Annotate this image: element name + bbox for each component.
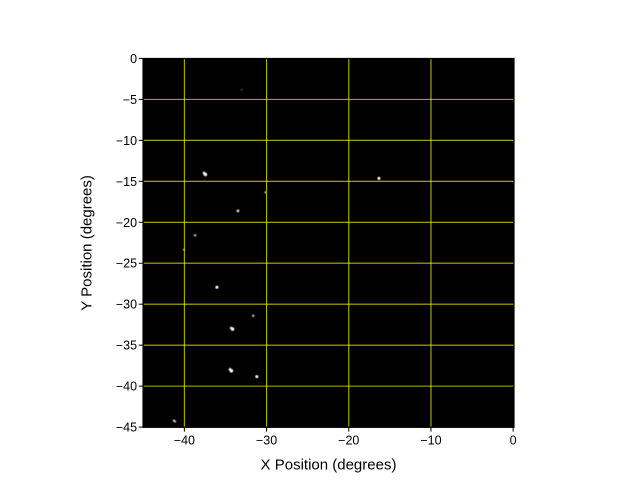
svg-text:−15: −15 bbox=[116, 175, 137, 189]
svg-text:−20: −20 bbox=[338, 433, 359, 447]
svg-text:−10: −10 bbox=[420, 433, 441, 447]
svg-text:0: 0 bbox=[510, 433, 517, 447]
svg-text:−25: −25 bbox=[116, 257, 137, 271]
svg-text:−30: −30 bbox=[256, 433, 277, 447]
svg-text:−20: −20 bbox=[116, 216, 137, 230]
svg-text:−40: −40 bbox=[174, 433, 195, 447]
svg-text:0: 0 bbox=[130, 52, 137, 66]
svg-text:−35: −35 bbox=[116, 339, 137, 353]
svg-text:−5: −5 bbox=[123, 93, 137, 107]
svg-text:−10: −10 bbox=[116, 134, 137, 148]
svg-text:−30: −30 bbox=[116, 298, 137, 312]
svg-text:X Position (degrees): X Position (degrees) bbox=[261, 456, 397, 473]
svg-text:−45: −45 bbox=[116, 421, 137, 435]
svg-text:Y Position (degrees): Y Position (degrees) bbox=[79, 175, 96, 311]
svg-text:−40: −40 bbox=[116, 380, 137, 394]
